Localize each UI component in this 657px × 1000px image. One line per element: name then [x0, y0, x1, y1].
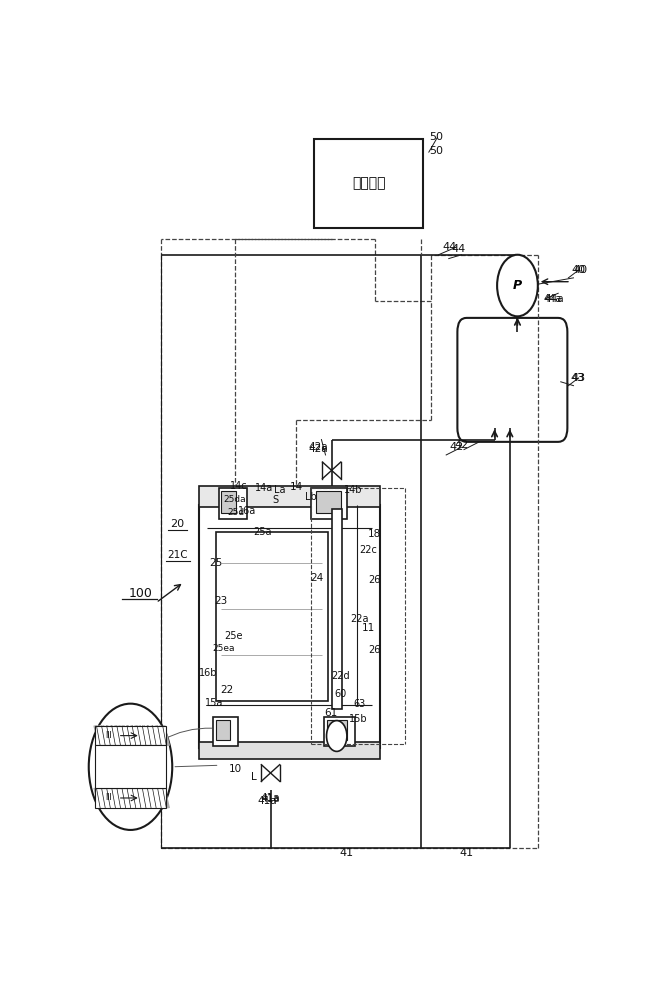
- Text: 22a: 22a: [350, 614, 369, 624]
- Text: 44: 44: [452, 244, 466, 254]
- Bar: [221, 491, 237, 513]
- Circle shape: [497, 255, 538, 316]
- Text: 23: 23: [214, 596, 227, 606]
- Text: 14: 14: [289, 482, 303, 492]
- Text: 40: 40: [572, 265, 585, 275]
- Text: 20: 20: [170, 519, 184, 529]
- Text: 14b: 14b: [344, 485, 362, 495]
- Text: 42: 42: [455, 440, 468, 450]
- Text: 15: 15: [124, 789, 137, 799]
- Text: 21C: 21C: [168, 550, 188, 560]
- Text: 11: 11: [361, 623, 375, 633]
- Text: 41: 41: [340, 848, 354, 858]
- Text: 16b: 16b: [199, 668, 217, 678]
- Text: 41a: 41a: [261, 794, 280, 804]
- Bar: [311, 488, 347, 519]
- FancyBboxPatch shape: [457, 318, 568, 442]
- Bar: [314, 139, 423, 228]
- Text: III: III: [106, 793, 112, 802]
- Text: 61: 61: [324, 708, 337, 718]
- Text: 60a: 60a: [108, 759, 126, 769]
- Text: 41a: 41a: [261, 793, 281, 803]
- Text: P: P: [513, 279, 522, 292]
- Text: 26: 26: [369, 575, 381, 585]
- Text: 18: 18: [369, 529, 382, 539]
- Bar: [324, 717, 355, 746]
- Text: 14c: 14c: [230, 481, 247, 491]
- Bar: [332, 509, 342, 709]
- Text: 24: 24: [311, 573, 324, 583]
- Text: 25da: 25da: [223, 495, 246, 504]
- Text: 26: 26: [369, 645, 381, 655]
- Text: 43: 43: [570, 373, 585, 383]
- Text: 44a: 44a: [544, 294, 562, 304]
- Text: 控制装置: 控制装置: [351, 177, 385, 191]
- Text: S: S: [273, 495, 279, 505]
- Text: 44: 44: [443, 242, 457, 252]
- Circle shape: [89, 704, 172, 830]
- Text: La: La: [274, 485, 285, 495]
- Text: 22: 22: [221, 685, 234, 695]
- Text: 44a: 44a: [545, 294, 564, 304]
- Text: 22c: 22c: [359, 545, 376, 555]
- Text: 63: 63: [353, 699, 366, 709]
- Bar: [215, 532, 328, 701]
- Text: 40: 40: [573, 265, 587, 275]
- Text: 60: 60: [334, 689, 347, 699]
- Bar: [199, 742, 380, 759]
- Bar: [199, 486, 380, 507]
- Bar: [327, 720, 347, 740]
- Circle shape: [89, 704, 172, 830]
- Text: 60: 60: [126, 714, 140, 724]
- Bar: [317, 491, 341, 513]
- Text: 50: 50: [429, 132, 443, 142]
- Text: Lb: Lb: [306, 492, 317, 502]
- Text: 42a: 42a: [308, 444, 328, 454]
- Text: 41a: 41a: [257, 796, 277, 806]
- Bar: [219, 488, 246, 519]
- Text: 42a: 42a: [308, 442, 328, 452]
- Text: 14a: 14a: [256, 483, 273, 493]
- Text: III: III: [106, 731, 112, 740]
- Text: 25ea: 25ea: [212, 644, 235, 653]
- Bar: [95, 726, 166, 745]
- Bar: [95, 745, 166, 788]
- Text: 43: 43: [572, 373, 585, 383]
- Text: 15a: 15a: [206, 698, 223, 708]
- Text: 100: 100: [129, 587, 152, 600]
- Text: 42: 42: [449, 442, 463, 452]
- Text: 25d: 25d: [228, 508, 245, 517]
- Text: 10: 10: [229, 764, 241, 774]
- Text: 15b: 15b: [349, 714, 367, 724]
- Text: 25e: 25e: [225, 631, 243, 641]
- Text: 25a: 25a: [254, 527, 272, 537]
- Text: L: L: [251, 772, 257, 782]
- Bar: [95, 788, 166, 808]
- Circle shape: [327, 721, 347, 751]
- Bar: [216, 720, 231, 740]
- Text: 22d: 22d: [332, 671, 350, 681]
- Text: 25: 25: [209, 558, 222, 568]
- Bar: [214, 717, 238, 746]
- Text: 16a: 16a: [237, 506, 256, 516]
- Text: 41: 41: [459, 848, 474, 858]
- Bar: [199, 505, 380, 748]
- Text: 50: 50: [429, 146, 443, 156]
